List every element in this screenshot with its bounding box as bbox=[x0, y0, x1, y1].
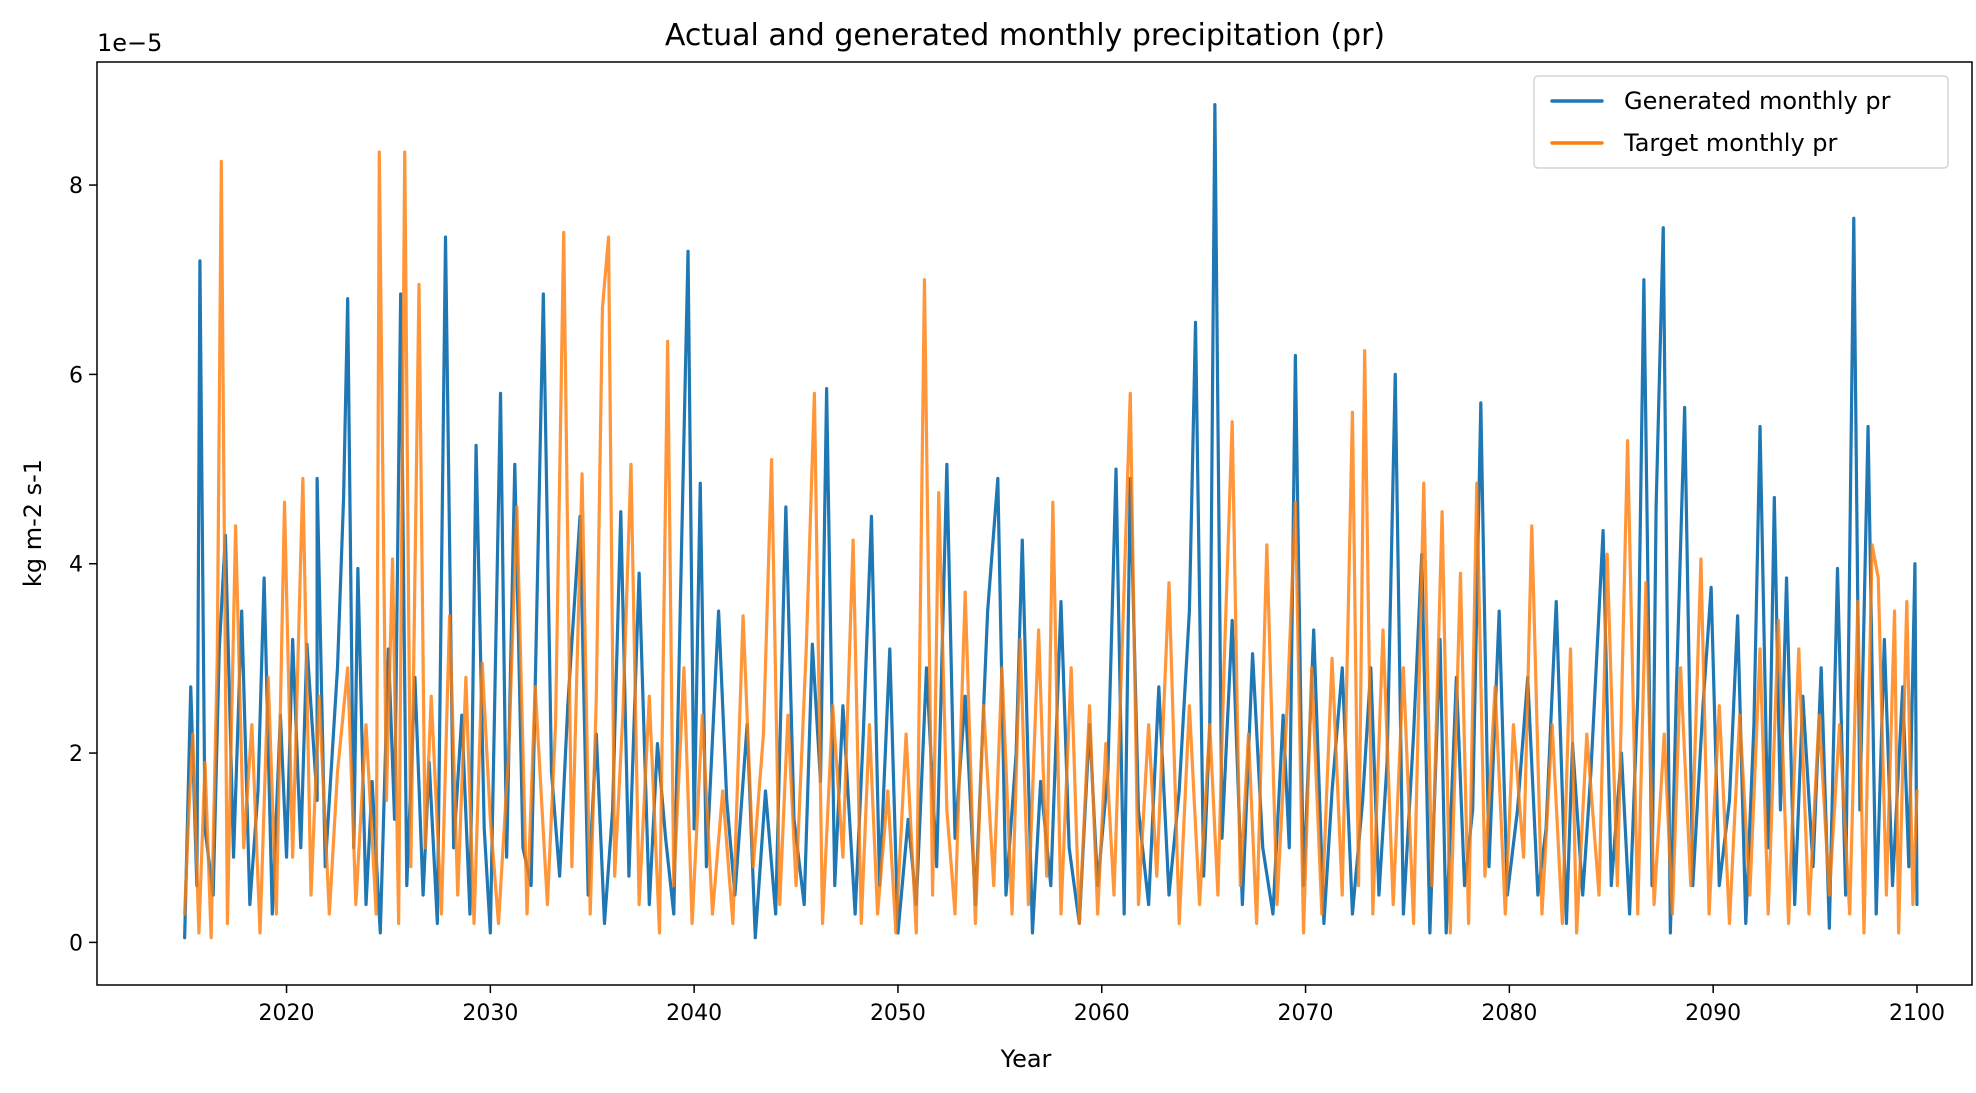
series-layer bbox=[183, 103, 1919, 940]
y-tick-label-2: 4 bbox=[69, 553, 83, 578]
legend: Generated monthly pr Target monthly pr bbox=[1533, 75, 1949, 169]
x-tick-label-5: 2070 bbox=[1278, 1001, 1334, 1026]
y-scale-factor-label: 1e−5 bbox=[97, 29, 162, 57]
x-tick-label-6: 2080 bbox=[1481, 1001, 1537, 1026]
y-tick-label-3: 6 bbox=[69, 363, 83, 388]
x-tick-label-0: 2020 bbox=[259, 1001, 315, 1026]
y-tick-label-0: 0 bbox=[69, 931, 83, 956]
x-axis: 2020 2030 2040 2050 2060 2070 2080 2090 2100 bbox=[259, 985, 1945, 1026]
legend-box bbox=[1533, 75, 1949, 169]
y-axis-label: kg m-2 s-1 bbox=[19, 459, 47, 587]
legend-label-1: Generated monthly pr bbox=[1624, 87, 1891, 115]
legend-label-2: Target monthly pr bbox=[1623, 129, 1838, 157]
y-tick-label-1: 2 bbox=[69, 742, 83, 767]
y-axis: 0 2 4 6 8 bbox=[69, 174, 97, 956]
chart-title: Actual and generated monthly precipitati… bbox=[665, 18, 1385, 53]
x-tick-label-7: 2090 bbox=[1685, 1001, 1741, 1026]
x-tick-label-4: 2060 bbox=[1074, 1001, 1130, 1026]
series-line-2 bbox=[183, 150, 1919, 940]
y-tick-label-4: 8 bbox=[69, 174, 83, 199]
x-tick-label-8: 2100 bbox=[1889, 1001, 1945, 1026]
x-tick-label-1: 2030 bbox=[462, 1001, 518, 1026]
x-tick-label-2: 2040 bbox=[666, 1001, 722, 1026]
x-tick-label-3: 2050 bbox=[870, 1001, 926, 1026]
x-axis-label: Year bbox=[1000, 1045, 1052, 1073]
plot-frame bbox=[96, 61, 1973, 986]
